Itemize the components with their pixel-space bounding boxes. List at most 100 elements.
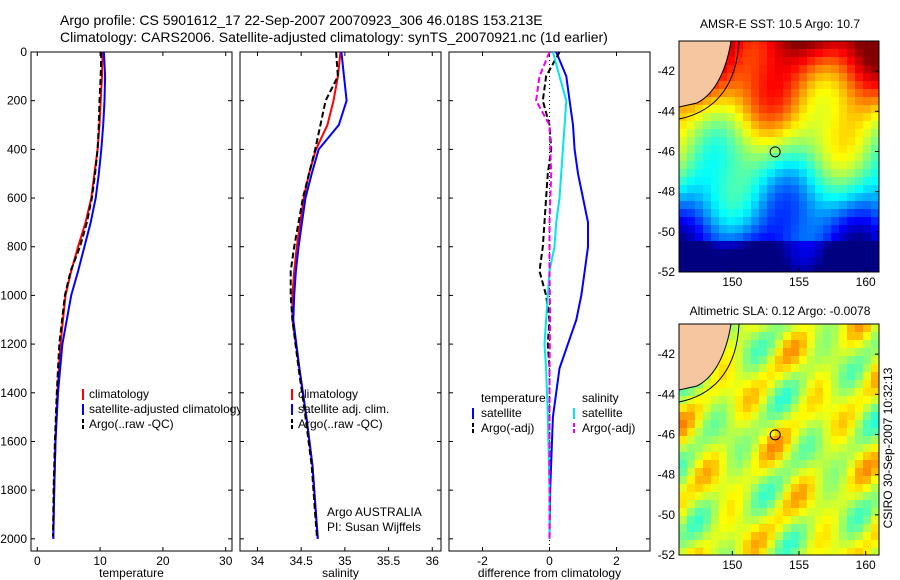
heatmap-cell (703, 508, 712, 517)
heatmap-cell (839, 217, 848, 226)
heatmap-cell (831, 372, 840, 381)
x-tick-label: 35.5 (377, 554, 401, 568)
heatmap-cell (847, 548, 856, 555)
heatmap-cell (727, 169, 736, 178)
heatmap-cell (799, 348, 808, 357)
heatmap-cell (775, 129, 784, 138)
heatmap-cell (711, 89, 720, 98)
profile-panel-2: 34 34.5 35 35.5 36 salinity climatologysatelli… (239, 51, 442, 580)
heatmap-cell (727, 380, 736, 389)
heatmap-cell (831, 516, 840, 525)
heatmap-cell (823, 500, 832, 509)
heatmap-cell (871, 364, 879, 373)
heatmap-cell (783, 265, 792, 272)
heatmap-cell (815, 380, 824, 389)
heatmap-cell (687, 121, 696, 130)
heatmap-cell (751, 65, 760, 74)
heatmap-cell (823, 516, 832, 525)
heatmap-cell (783, 121, 792, 130)
heatmap-cells (679, 324, 879, 555)
heatmap-cell (791, 380, 800, 389)
heatmap-cell (703, 97, 712, 106)
heatmap-cell (735, 241, 744, 250)
heatmap-cell (743, 372, 752, 381)
heatmap-cell (799, 81, 808, 90)
heatmap-cell (799, 161, 808, 170)
heatmap-cell (855, 49, 864, 58)
heatmap-cell (839, 169, 848, 178)
heatmap-cell (759, 153, 768, 162)
heatmap-cell (751, 396, 760, 405)
y-tick-label: 0 (20, 45, 27, 59)
heatmap-cell (687, 105, 696, 114)
heatmap-cell (735, 372, 744, 381)
heatmap-cell (783, 201, 792, 210)
heatmap-cell (679, 217, 688, 226)
heatmap-cell (703, 548, 712, 555)
heatmap-cell (783, 41, 792, 50)
heatmap-cell (807, 380, 816, 389)
heatmap-cell (743, 105, 752, 114)
heatmap-cell (775, 340, 784, 349)
heatmap-cell (735, 468, 744, 477)
heatmap-cell (871, 508, 879, 517)
heatmap-cell (839, 137, 848, 146)
heatmap-cell (727, 217, 736, 226)
heatmap-cell (807, 209, 816, 218)
heatmap-cell (775, 332, 784, 341)
heatmap-cell (823, 81, 832, 90)
heatmap-cell (775, 460, 784, 469)
heatmap-cell (743, 121, 752, 130)
heatmap-cell (687, 249, 696, 258)
heatmap-cell (871, 524, 879, 533)
heatmap-cell (815, 97, 824, 106)
heatmap-cell (759, 105, 768, 114)
heatmap-cell (759, 185, 768, 194)
heatmap-cell (863, 508, 872, 517)
heatmap-cell (831, 548, 840, 555)
y-tick-label: -50 (658, 508, 676, 522)
heatmap-cell (839, 233, 848, 242)
heatmap-cell (695, 516, 704, 525)
heatmap-cell (807, 89, 816, 98)
heatmap-cell (823, 492, 832, 501)
heatmap-cell (743, 516, 752, 525)
heatmap-cell (823, 113, 832, 122)
heatmap-cell (727, 49, 736, 58)
heatmap-cell (687, 177, 696, 186)
heatmap-cell (743, 460, 752, 469)
heatmap-cell (815, 428, 824, 437)
heatmap-cell (711, 201, 720, 210)
heatmap-cell (783, 89, 792, 98)
heatmap-cell (703, 201, 712, 210)
heatmap-cell (775, 492, 784, 501)
heatmap-cell (791, 476, 800, 485)
heatmap-cell (847, 249, 856, 258)
heatmap-cell (695, 137, 704, 146)
heatmap-cell (823, 332, 832, 341)
heatmap-cell (863, 137, 872, 146)
heatmap-cell (855, 444, 864, 453)
heatmap-cell (871, 340, 879, 349)
heatmap-cell (807, 193, 816, 202)
heatmap-cell (831, 97, 840, 106)
heatmap-cell (847, 97, 856, 106)
heatmap-cell (855, 241, 864, 250)
heatmap-cell (799, 257, 808, 266)
heatmap-cell (695, 161, 704, 170)
heatmap-cell (863, 380, 872, 389)
heatmap-cell (751, 89, 760, 98)
heatmap-cell (823, 412, 832, 421)
heatmap-cell (743, 540, 752, 549)
heatmap-cell (831, 137, 840, 146)
heatmap-cell (847, 444, 856, 453)
heatmap-cell (735, 444, 744, 453)
heatmap-cell (687, 113, 696, 122)
legend-label: climatology (89, 387, 149, 401)
heatmap-cell (687, 209, 696, 218)
heatmap-cell (743, 508, 752, 517)
heatmap-cell (855, 324, 864, 333)
heatmap-cell (759, 436, 768, 445)
heatmap-cell (735, 161, 744, 170)
